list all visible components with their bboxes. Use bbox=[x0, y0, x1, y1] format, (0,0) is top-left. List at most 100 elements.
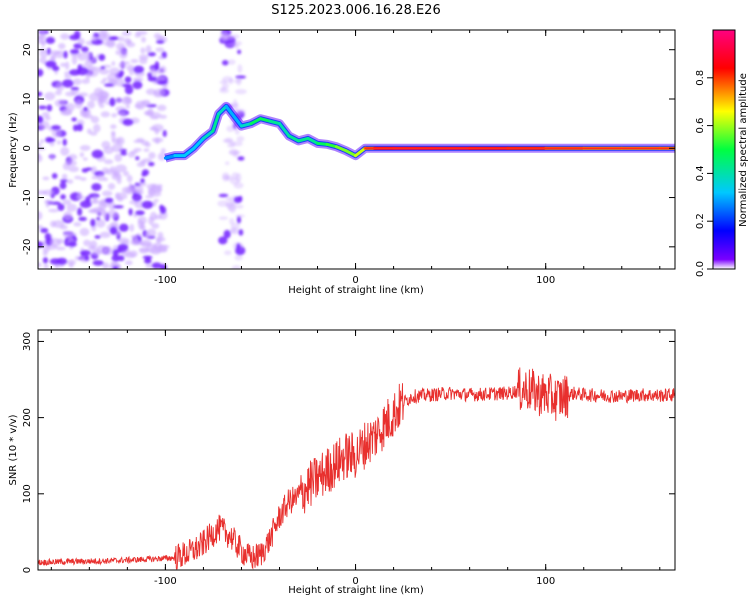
colorbar-tick-label: 0.2 bbox=[695, 213, 706, 229]
noise-blob bbox=[234, 254, 243, 261]
noise-blob bbox=[230, 222, 241, 229]
noise-blob bbox=[66, 259, 76, 266]
noise-blob bbox=[90, 199, 101, 205]
noise-blob bbox=[42, 257, 49, 264]
colorbar-ticks: 0.0 0.2 0.4 0.6 0.8 bbox=[695, 29, 736, 277]
noise-blob bbox=[79, 227, 90, 237]
noise-blob bbox=[92, 124, 101, 133]
noise-blob bbox=[151, 137, 164, 143]
ridge-segment bbox=[217, 104, 228, 116]
noise-blob bbox=[117, 243, 129, 251]
snr-ytick-label: 300 bbox=[22, 332, 33, 351]
noise-blob bbox=[219, 88, 230, 94]
noise-blob bbox=[79, 250, 91, 256]
noise-blob bbox=[111, 254, 121, 262]
noise-blob bbox=[62, 138, 67, 146]
noise-blob bbox=[119, 49, 128, 59]
spectrogram-ridge bbox=[163, 101, 675, 163]
noise-blob bbox=[96, 219, 106, 228]
snr-plot-area bbox=[38, 330, 675, 570]
noise-blob bbox=[104, 197, 114, 204]
noise-blob bbox=[38, 154, 43, 163]
spectrogram-frame bbox=[37, 29, 676, 270]
noise-blob bbox=[146, 244, 158, 254]
noise-blob bbox=[145, 88, 157, 95]
noise-blob bbox=[151, 262, 162, 269]
noise-blob bbox=[103, 247, 114, 256]
noise-blob bbox=[234, 43, 239, 50]
noise-blob bbox=[73, 30, 81, 39]
noise-blob bbox=[132, 81, 143, 90]
noise-blob bbox=[60, 194, 66, 200]
snr-xtick-label: 0 bbox=[352, 576, 358, 587]
noise-blob bbox=[140, 101, 151, 107]
noise-blob bbox=[136, 137, 145, 143]
ridge-segment bbox=[192, 136, 205, 150]
noise-blob bbox=[121, 83, 132, 88]
noise-blob bbox=[72, 78, 82, 86]
noise-blob bbox=[156, 40, 165, 44]
noise-blob bbox=[118, 223, 129, 232]
noise-blob bbox=[98, 68, 110, 75]
noise-blob bbox=[135, 210, 145, 216]
noise-blob bbox=[128, 182, 133, 192]
noise-blob bbox=[236, 216, 242, 224]
noise-blob bbox=[145, 231, 150, 239]
noise-blob bbox=[139, 57, 148, 65]
noise-blob bbox=[43, 264, 49, 269]
noise-blob bbox=[84, 59, 93, 68]
noise-blob bbox=[123, 95, 131, 103]
noise-blob bbox=[218, 216, 229, 220]
noise-blob bbox=[88, 92, 99, 102]
noise-blob bbox=[234, 214, 246, 218]
noise-blob bbox=[150, 112, 162, 119]
noise-blob bbox=[102, 210, 108, 219]
noise-blob bbox=[139, 248, 149, 254]
noise-blob bbox=[54, 90, 62, 96]
spectrogram-xtick-label: -100 bbox=[154, 275, 177, 286]
noise-blob bbox=[125, 41, 136, 48]
noise-blob bbox=[107, 73, 119, 83]
snr-xtick-label: 100 bbox=[536, 576, 555, 587]
noise-blob bbox=[44, 91, 56, 101]
noise-blob bbox=[57, 42, 66, 50]
snr-ytick-label: 100 bbox=[22, 484, 33, 503]
noise-blob bbox=[132, 77, 144, 82]
spectrogram-ytick-label: -20 bbox=[22, 239, 33, 255]
noise-blob bbox=[68, 241, 77, 247]
noise-blob bbox=[45, 36, 56, 44]
noise-blob bbox=[60, 33, 70, 40]
noise-blob bbox=[73, 222, 82, 227]
noise-blob bbox=[90, 116, 100, 124]
snr-axes: -100 0 100 0 100 200 300 bbox=[22, 329, 676, 587]
noise-blob bbox=[229, 218, 235, 225]
noise-blob bbox=[66, 203, 78, 212]
noise-blob bbox=[92, 260, 104, 266]
noise-blob bbox=[51, 128, 62, 138]
noise-blob bbox=[111, 143, 123, 153]
noise-blob bbox=[49, 238, 61, 247]
noise-blob bbox=[91, 149, 104, 159]
noise-blob bbox=[122, 118, 134, 126]
spectrogram-xlabel: Height of straight line (km) bbox=[288, 285, 424, 296]
noise-blob bbox=[129, 223, 135, 232]
noise-blob bbox=[74, 99, 83, 109]
noise-blob bbox=[66, 103, 75, 112]
noise-blob bbox=[224, 250, 232, 256]
noise-blob bbox=[131, 185, 144, 194]
noise-blob bbox=[140, 47, 146, 54]
noise-blob bbox=[85, 72, 91, 80]
noise-blob bbox=[103, 146, 114, 155]
noise-blob bbox=[55, 246, 66, 251]
noise-blob bbox=[49, 258, 62, 265]
snr-series bbox=[38, 367, 675, 570]
noise-blob bbox=[89, 131, 98, 136]
ridge-segment bbox=[344, 149, 358, 158]
noise-blob bbox=[62, 231, 74, 239]
noise-blob bbox=[228, 150, 241, 155]
noise-blob bbox=[43, 200, 55, 204]
chart-title: S125.2023.006.16.28.E26 bbox=[271, 3, 440, 18]
noise-blob bbox=[226, 202, 237, 211]
noise-blob bbox=[59, 181, 67, 190]
